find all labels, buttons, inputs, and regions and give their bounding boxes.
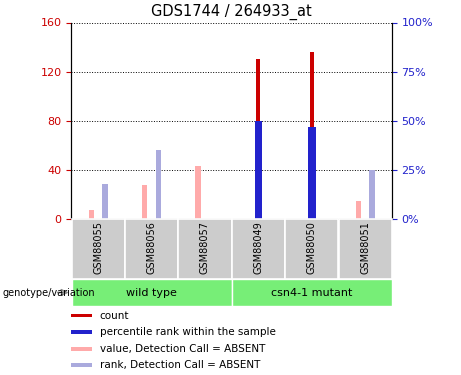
Text: GSM88051: GSM88051 [360, 221, 370, 274]
Bar [285, 219, 338, 279]
Bar [125, 219, 178, 279]
Title: GDS1744 / 264933_at: GDS1744 / 264933_at [151, 3, 312, 20]
Text: genotype/variation: genotype/variation [2, 288, 95, 298]
Text: wild type: wild type [126, 288, 177, 297]
Bar [71, 314, 92, 318]
Bar [308, 127, 316, 219]
Text: count: count [100, 310, 129, 321]
Bar [178, 219, 231, 279]
Bar [71, 347, 92, 351]
Bar [254, 121, 262, 219]
Text: GSM88057: GSM88057 [200, 221, 210, 274]
Bar [71, 330, 92, 334]
Bar [232, 279, 392, 306]
Bar [256, 59, 260, 219]
Bar [156, 150, 161, 219]
Text: rank, Detection Call = ABSENT: rank, Detection Call = ABSENT [100, 360, 260, 370]
Bar [338, 219, 392, 279]
Bar [195, 166, 201, 219]
Bar [102, 184, 108, 219]
Bar [71, 219, 125, 279]
Text: GSM88055: GSM88055 [93, 221, 103, 274]
Text: csn4-1 mutant: csn4-1 mutant [271, 288, 353, 297]
Bar [89, 210, 94, 219]
Text: GSM88050: GSM88050 [307, 221, 317, 274]
Bar [232, 219, 285, 279]
Bar [71, 279, 231, 306]
Bar [355, 201, 361, 219]
Bar [369, 170, 375, 219]
Bar [310, 52, 314, 219]
Text: GSM88049: GSM88049 [254, 221, 263, 274]
Text: GSM88056: GSM88056 [147, 221, 157, 274]
Text: value, Detection Call = ABSENT: value, Detection Call = ABSENT [100, 344, 265, 354]
Text: percentile rank within the sample: percentile rank within the sample [100, 327, 276, 337]
Bar [142, 185, 147, 219]
Bar [71, 363, 92, 367]
